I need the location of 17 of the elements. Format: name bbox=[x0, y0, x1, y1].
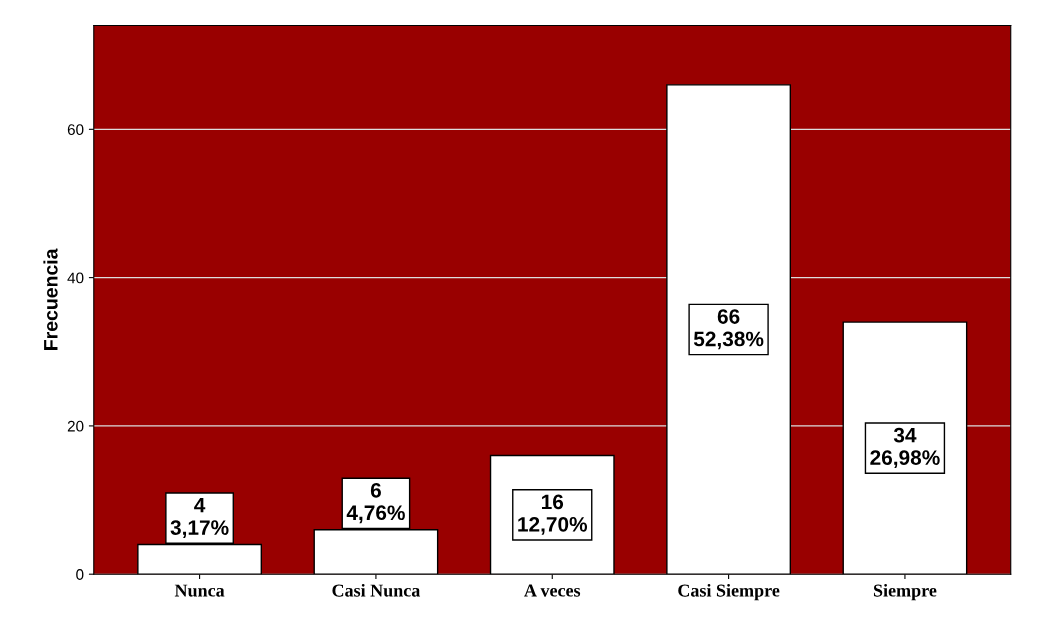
data-label: 6 4,76% bbox=[346, 482, 405, 524]
x-tick-label: A veces bbox=[524, 584, 581, 597]
y-axis-title: Frecuencia bbox=[43, 248, 58, 350]
data-label: 16 12,70% bbox=[518, 494, 588, 535]
y-tick-label: 40 bbox=[67, 272, 84, 284]
y-tick-label: 0 bbox=[76, 569, 84, 580]
x-tick-label: Casi Nunca bbox=[332, 583, 421, 597]
x-tick-label: Nunca bbox=[174, 584, 225, 597]
x-tick-label: Casi Siempre bbox=[678, 583, 780, 601]
x-tick-label: Siempre bbox=[873, 583, 937, 601]
y-tick-label: 20 bbox=[67, 420, 84, 432]
bar bbox=[842, 321, 968, 575]
data-label: 66 52,38% bbox=[693, 309, 764, 350]
data-label: 4 3,17% bbox=[170, 497, 229, 538]
y-tick-label: 60 bbox=[67, 124, 84, 136]
bar bbox=[666, 84, 792, 575]
data-label: 34 26,98% bbox=[870, 427, 940, 468]
